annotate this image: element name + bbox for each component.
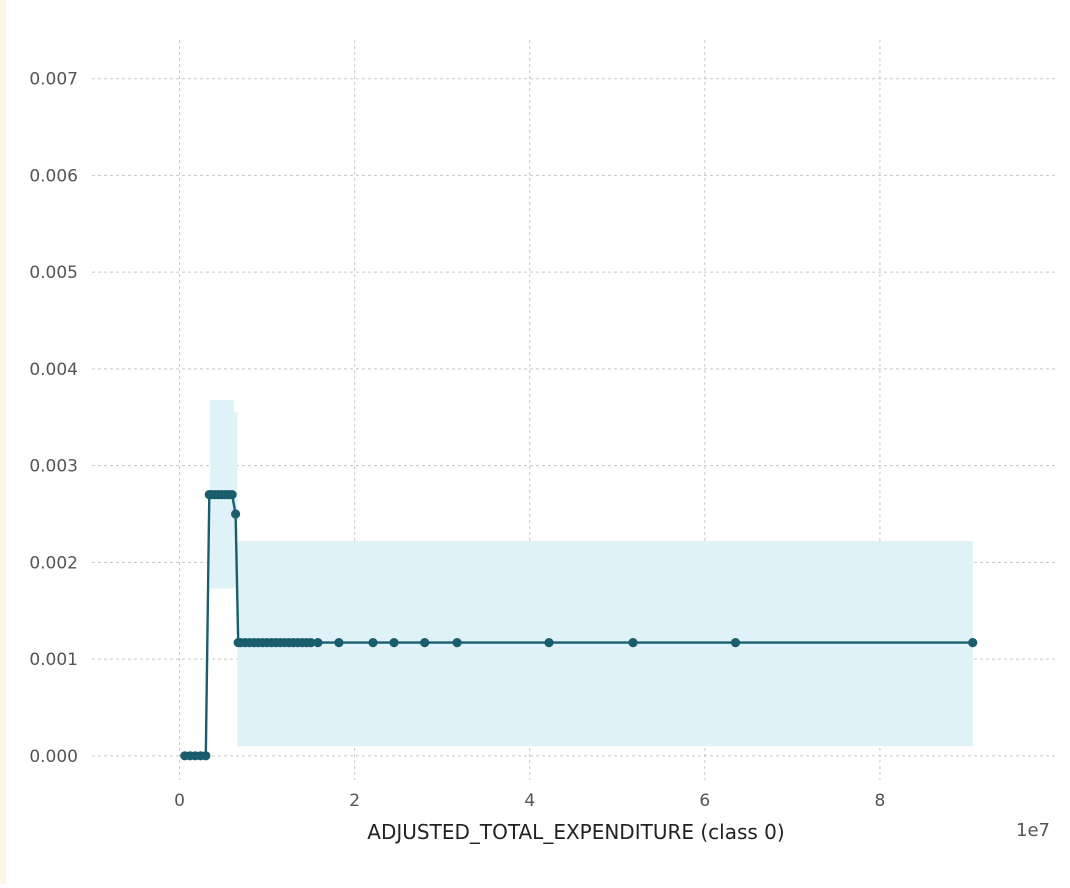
confidence-band-segment xyxy=(233,412,238,589)
x-axis-offset-label: 1e7 xyxy=(1016,820,1050,841)
x-tick-label: 2 xyxy=(349,791,360,811)
y-tick-label: 0.002 xyxy=(29,553,78,573)
y-tick-label: 0.001 xyxy=(29,650,78,670)
x-tick-label: 0 xyxy=(174,791,185,811)
x-tick-label: 6 xyxy=(699,791,710,811)
y-tick-label: 0.005 xyxy=(29,263,78,283)
y-tick-label: 0.000 xyxy=(29,747,78,767)
x-tick-label: 4 xyxy=(524,791,535,811)
y-axis-ticks: 0.000 0.001 0.002 0.003 0.004 0.005 0.006 0.007 xyxy=(29,70,78,767)
confidence-band xyxy=(210,399,973,747)
data-point xyxy=(201,751,211,761)
data-point xyxy=(968,638,978,648)
data-point xyxy=(231,509,241,519)
data-point xyxy=(544,638,554,648)
x-axis-label: ADJUSTED_TOTAL_EXPENDITURE (class 0) xyxy=(367,820,784,844)
y-tick-label: 0.006 xyxy=(29,166,78,186)
data-point xyxy=(628,638,638,648)
data-point xyxy=(389,638,399,648)
data-point xyxy=(334,638,344,648)
page-edge-strip xyxy=(0,0,6,884)
data-point xyxy=(452,638,462,648)
y-tick-label: 0.007 xyxy=(29,70,78,90)
x-tick-label: 8 xyxy=(874,791,885,811)
y-tick-label: 0.003 xyxy=(29,457,78,477)
series-points xyxy=(180,490,978,761)
x-axis-ticks: 0 2 4 6 8 xyxy=(174,791,885,811)
y-tick-label: 0.004 xyxy=(29,360,78,380)
data-point xyxy=(730,638,741,648)
data-point xyxy=(313,638,323,648)
data-point xyxy=(227,490,237,500)
data-point xyxy=(306,638,316,648)
data-point xyxy=(368,638,378,648)
data-point xyxy=(420,638,430,648)
